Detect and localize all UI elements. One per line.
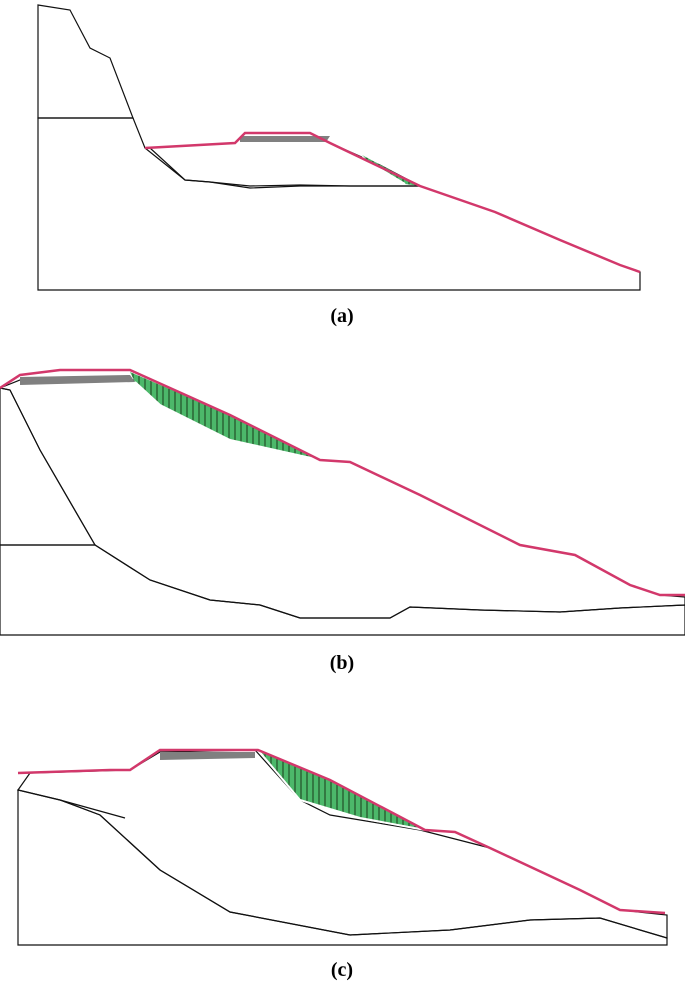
panel-c <box>16 748 668 946</box>
caption: (c) <box>331 959 353 981</box>
caption: (a) <box>330 305 353 327</box>
panel-b <box>0 368 685 636</box>
panel-a <box>37 4 641 291</box>
caption: (b) <box>330 652 354 674</box>
